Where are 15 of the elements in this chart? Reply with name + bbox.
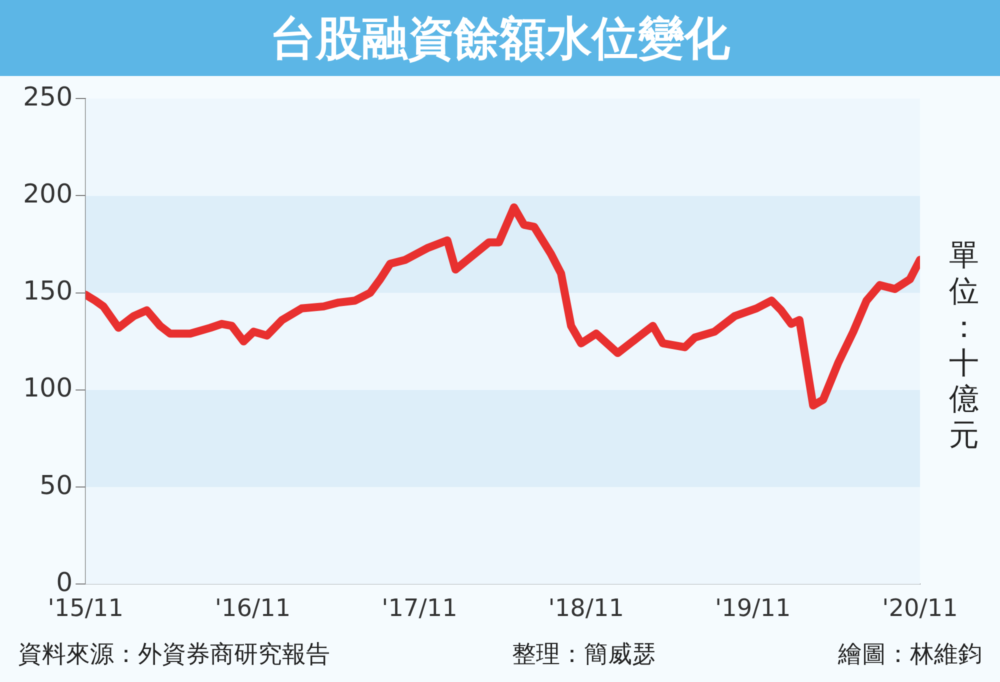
y-tick-label: 150 [22,276,73,307]
chart-title: 台股融資餘額水位變化 [0,0,1000,76]
y-tick-label: 50 [40,470,73,501]
y-tick-label: 250 [22,82,73,112]
x-tick-label: '17/11 [382,594,458,622]
text: 繪圖：林維鈞 [838,639,982,670]
source-note: 資料來源：外資券商研究報告 [18,639,330,670]
x-tick-label: '18/11 [548,594,624,622]
y-axis-title: 單位：十億元 [948,238,980,454]
x-tick-label: '16/11 [214,594,291,622]
x-tick-label: '19/11 [714,594,791,622]
text: 整理：簡威瑟 [512,639,656,670]
y-tick-label: 100 [22,374,73,404]
y-tick-label: 200 [22,179,73,210]
x-tick-label: '20/11 [882,594,958,622]
